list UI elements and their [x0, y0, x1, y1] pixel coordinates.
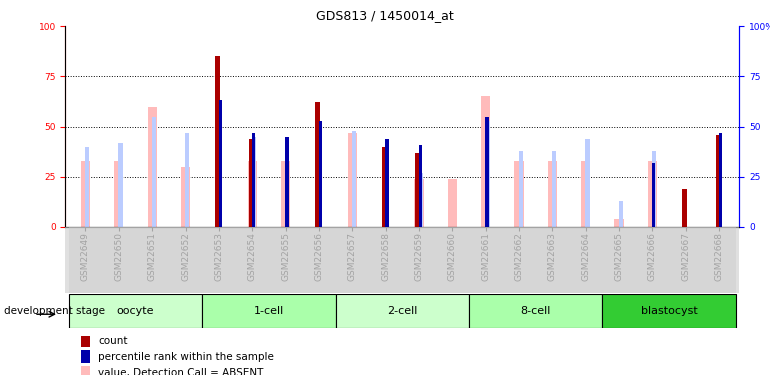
Bar [136, 227, 169, 292]
Bar [169, 227, 203, 292]
Bar [485, 120, 490, 227]
Text: 1-cell: 1-cell [254, 306, 284, 316]
Bar [715, 135, 720, 227]
Bar [585, 139, 590, 227]
Bar [416, 153, 420, 227]
Bar [203, 294, 336, 328]
Bar [552, 151, 556, 227]
Bar [336, 294, 469, 328]
Bar [581, 160, 591, 227]
Bar [569, 227, 602, 292]
Bar [485, 117, 489, 227]
Bar [436, 227, 469, 292]
Text: development stage: development stage [4, 306, 105, 316]
Bar [181, 166, 190, 227]
Bar [81, 350, 91, 363]
Bar [602, 294, 736, 328]
Bar [447, 179, 457, 227]
Bar [652, 163, 655, 227]
Bar [152, 117, 156, 227]
Bar [252, 133, 255, 227]
Bar [382, 147, 387, 227]
Text: count: count [99, 336, 128, 346]
Bar [81, 366, 91, 375]
Bar [81, 160, 90, 227]
Text: 2-cell: 2-cell [387, 306, 417, 316]
Bar [269, 227, 303, 292]
Bar [419, 173, 423, 227]
Bar [347, 133, 357, 227]
Bar [352, 130, 357, 227]
Bar [185, 133, 189, 227]
Bar [669, 227, 702, 292]
Bar [69, 227, 102, 292]
Text: percentile rank within the sample: percentile rank within the sample [99, 352, 274, 362]
Bar [469, 294, 602, 328]
Bar [316, 102, 320, 227]
Bar [514, 160, 524, 227]
Bar [281, 160, 290, 227]
Bar [547, 160, 557, 227]
Bar [252, 136, 256, 227]
Bar [502, 227, 536, 292]
Bar [285, 136, 289, 227]
Bar [236, 227, 269, 292]
Bar [303, 227, 336, 292]
Bar [249, 139, 253, 227]
Bar [148, 106, 157, 227]
Bar [102, 227, 136, 292]
Bar [219, 100, 222, 227]
Bar [518, 151, 523, 227]
Bar [319, 120, 322, 227]
Bar [602, 227, 636, 292]
Bar [719, 133, 722, 227]
Text: GDS813 / 1450014_at: GDS813 / 1450014_at [316, 9, 454, 22]
Bar [702, 227, 736, 292]
Bar [536, 227, 569, 292]
Bar [385, 139, 389, 227]
Text: 8-cell: 8-cell [521, 306, 551, 316]
Bar [419, 145, 422, 227]
Bar [369, 227, 402, 292]
Bar [114, 160, 123, 227]
Bar [614, 219, 624, 227]
Text: oocyte: oocyte [117, 306, 154, 316]
Bar [414, 179, 424, 227]
Bar [481, 96, 490, 227]
Bar [469, 227, 502, 292]
Bar [618, 201, 623, 227]
Bar [69, 294, 203, 328]
Bar [203, 227, 236, 292]
Bar [636, 227, 669, 292]
Bar [402, 227, 436, 292]
Text: blastocyst: blastocyst [641, 306, 698, 316]
Bar [85, 147, 89, 227]
Bar [248, 160, 257, 227]
Bar [285, 136, 290, 227]
Bar [216, 56, 219, 227]
Bar [648, 160, 657, 227]
Bar [682, 189, 687, 227]
Text: value, Detection Call = ABSENT: value, Detection Call = ABSENT [99, 368, 263, 375]
Bar [119, 142, 122, 227]
Bar [81, 334, 91, 347]
Bar [336, 227, 369, 292]
Bar [652, 151, 656, 227]
